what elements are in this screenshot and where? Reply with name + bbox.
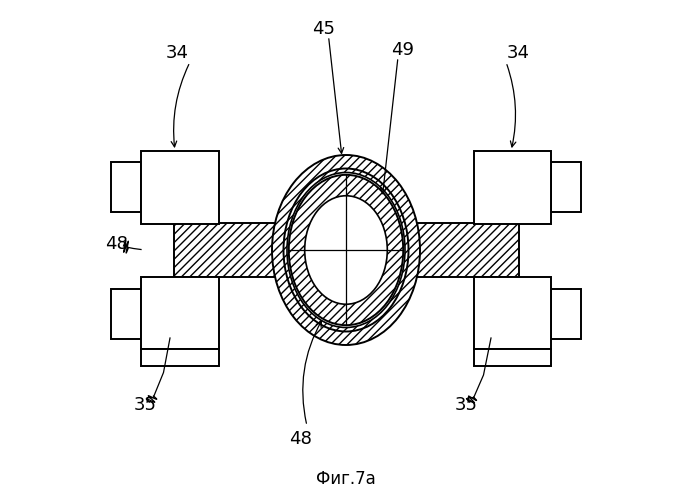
Bar: [473, 349, 551, 366]
Bar: [473, 151, 551, 224]
Bar: [141, 349, 219, 366]
Bar: [473, 276, 551, 349]
Bar: [551, 162, 581, 212]
Text: 45: 45: [312, 20, 335, 38]
Bar: [551, 288, 581, 339]
Text: 49: 49: [392, 41, 415, 59]
Ellipse shape: [304, 196, 388, 304]
Ellipse shape: [289, 175, 403, 325]
Text: Фиг.7а: Фиг.7а: [316, 470, 376, 488]
Text: 34: 34: [165, 44, 188, 62]
Text: 48: 48: [106, 235, 129, 253]
Text: 48: 48: [289, 430, 312, 448]
Ellipse shape: [272, 155, 420, 345]
Ellipse shape: [287, 172, 405, 328]
Bar: [141, 151, 219, 224]
Bar: [141, 276, 219, 349]
Text: 35: 35: [134, 396, 156, 414]
Bar: [111, 288, 141, 339]
Ellipse shape: [284, 168, 408, 332]
Bar: [174, 224, 518, 276]
Text: 34: 34: [507, 44, 530, 62]
Bar: [111, 162, 141, 212]
Text: 35: 35: [455, 396, 477, 414]
